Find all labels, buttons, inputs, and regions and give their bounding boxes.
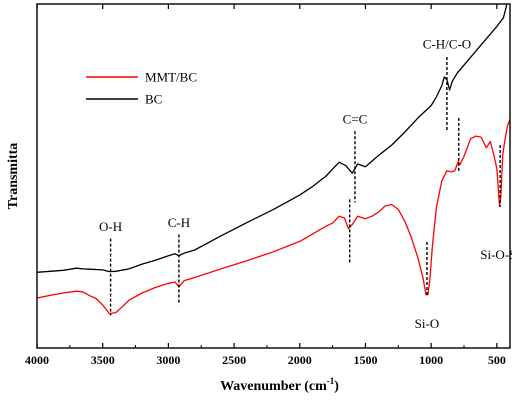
x-tick-label: 1500 — [353, 353, 377, 367]
annotation-label-si-o-si: Si-O-Si — [480, 247, 512, 262]
annotation-label-c-h: C-H — [168, 215, 190, 230]
x-tick-label: 2500 — [222, 353, 246, 367]
annotation-label-si-o: Si-O — [415, 316, 440, 331]
plot-frame — [36, 3, 511, 349]
annotation-label-c-c: C=C — [343, 112, 368, 127]
x-tick-label: 1000 — [419, 353, 443, 367]
legend-label: BC — [145, 92, 162, 107]
series-group — [37, 4, 510, 315]
x-tick-label: 3500 — [91, 353, 115, 367]
annotation-label-c-h-c-o: C-H/C-O — [423, 37, 471, 52]
y-axis-title: Transmitta — [6, 143, 21, 210]
legend: MMT/BC BC — [86, 70, 197, 107]
legend-label: MMT/BC — [145, 70, 197, 85]
x-axis-title: Wavenumber (cm-1) — [220, 376, 339, 394]
x-tick-label: 2000 — [288, 353, 312, 367]
x-tick-label: 500 — [488, 353, 506, 367]
x-tick-label: 4000 — [25, 353, 49, 367]
x-tick-label: 3000 — [156, 353, 180, 367]
series-line-bc — [37, 4, 508, 273]
series-line-mmt-bc — [37, 118, 510, 315]
annotation-label-o-h: O-H — [99, 219, 122, 234]
